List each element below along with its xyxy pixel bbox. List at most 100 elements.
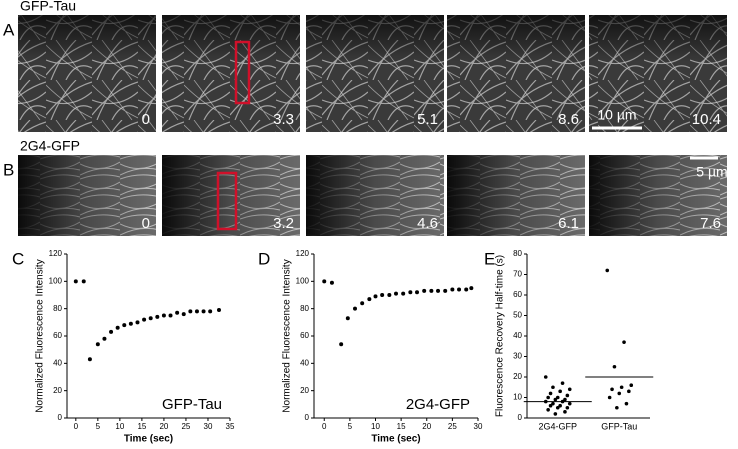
- data-point: [73, 279, 78, 284]
- data-point: [194, 309, 199, 314]
- time-label: 4.6: [417, 215, 438, 232]
- scale-bar-label: 10 µm: [597, 107, 636, 123]
- x-tick-label: 5: [96, 422, 101, 431]
- data-point: [353, 306, 357, 311]
- x-tick-label: 15: [137, 422, 146, 431]
- annotation: 2G4-GFP: [406, 396, 470, 413]
- y-tick-label: 60: [300, 331, 309, 340]
- micrograph-shade: [306, 155, 444, 236]
- panel-letter: E: [484, 249, 495, 268]
- data-point: [422, 288, 427, 293]
- micrograph-shade: [447, 155, 585, 236]
- data-point: [553, 397, 558, 402]
- data-point: [155, 314, 160, 319]
- data-point: [142, 317, 147, 322]
- data-point: [619, 385, 624, 390]
- data-point: [551, 385, 555, 390]
- data-point: [617, 391, 622, 396]
- data-point: [469, 286, 474, 291]
- x-tick-label: 25: [181, 422, 190, 431]
- data-point: [188, 309, 193, 314]
- time-label: 0: [142, 111, 150, 128]
- time-label: 8.6: [558, 111, 579, 128]
- data-point: [436, 288, 441, 293]
- data-point: [408, 290, 413, 295]
- y-tick-label: 10: [513, 393, 522, 402]
- data-point: [567, 387, 572, 392]
- x-axis-label: Time (sec): [371, 434, 420, 445]
- micrograph-shade: [18, 155, 156, 236]
- scale-bar-label: 5 µm: [696, 164, 727, 180]
- data-point: [161, 313, 166, 318]
- panel-title: GFP-Tau: [20, 0, 76, 14]
- data-point: [615, 405, 619, 410]
- data-point: [546, 408, 550, 412]
- y-axis-label: Fluorescence Recovery Half-time (s): [495, 255, 506, 417]
- panel-letter: D: [258, 249, 270, 268]
- x-tick-label: GFP-Tau: [601, 421, 637, 431]
- data-point: [394, 291, 398, 296]
- y-axis-label: Normalized Fluorescence Intensity: [35, 259, 46, 412]
- y-tick-label: 60: [53, 331, 62, 340]
- data-point: [373, 294, 378, 299]
- x-tick-label: 2G4-GFP: [538, 421, 577, 431]
- data-point: [81, 279, 86, 284]
- panel-letter: C: [12, 249, 24, 268]
- y-tick-label: 40: [513, 331, 522, 340]
- x-tick-label: 20: [422, 422, 431, 431]
- data-point: [563, 397, 567, 402]
- data-point: [322, 279, 327, 284]
- y-tick-label: 20: [53, 386, 62, 395]
- data-point: [387, 293, 392, 297]
- x-tick-label: 0: [74, 422, 79, 431]
- data-point: [563, 410, 567, 414]
- annotation: GFP-Tau: [162, 396, 222, 413]
- data-point: [148, 316, 153, 321]
- x-tick-label: 15: [397, 422, 406, 431]
- data-point: [624, 401, 629, 406]
- data-point: [612, 364, 617, 369]
- y-tick-label: 20: [513, 372, 522, 381]
- data-point: [629, 383, 634, 388]
- y-tick-label: 80: [300, 304, 309, 313]
- data-point: [339, 342, 344, 347]
- data-point: [457, 287, 462, 292]
- data-point: [109, 329, 114, 334]
- data-point: [555, 405, 560, 410]
- data-point: [181, 312, 186, 317]
- time-label: 0: [142, 215, 150, 232]
- x-axis-label: Time (sec): [124, 434, 173, 445]
- data-point: [543, 399, 548, 404]
- micrograph-shade: [589, 15, 727, 132]
- data-point: [415, 290, 420, 295]
- data-point: [360, 301, 365, 306]
- x-tick-label: 5: [348, 422, 353, 431]
- y-tick-label: 40: [300, 358, 309, 367]
- x-tick-label: 35: [226, 422, 235, 431]
- data-point: [208, 309, 213, 314]
- x-tick-label: 10: [115, 422, 124, 431]
- y-tick-label: 80: [513, 249, 522, 258]
- y-tick-label: 100: [296, 276, 310, 285]
- x-tick-label: 0: [322, 422, 327, 431]
- data-point: [115, 325, 120, 330]
- data-point: [567, 401, 572, 406]
- x-tick-label: 25: [448, 422, 457, 431]
- data-point: [380, 293, 385, 297]
- data-point: [560, 399, 565, 404]
- data-point: [565, 405, 570, 410]
- data-point: [548, 403, 553, 408]
- time-label: 7.6: [700, 215, 721, 232]
- data-point: [558, 403, 562, 408]
- data-point: [175, 310, 180, 315]
- data-point: [87, 357, 92, 362]
- data-point: [450, 287, 455, 292]
- data-point: [102, 336, 107, 341]
- data-point: [128, 321, 133, 326]
- data-point: [122, 323, 127, 328]
- y-tick-label: 0: [58, 413, 63, 422]
- micrograph-shade: [162, 155, 300, 236]
- data-point: [401, 291, 406, 296]
- x-tick-label: 20: [159, 422, 168, 431]
